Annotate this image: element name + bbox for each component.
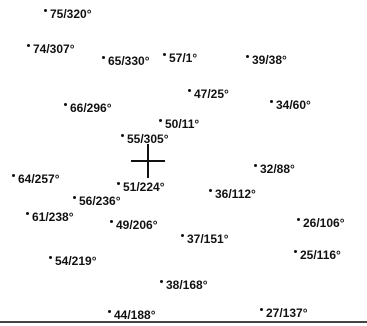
point-label: 66/296° <box>70 101 112 115</box>
point-marker <box>117 182 120 185</box>
point-marker <box>12 174 15 177</box>
point-57-1[interactable]: 57/1° <box>163 51 197 65</box>
point-label: 26/106° <box>303 216 345 230</box>
point-marker <box>254 164 257 167</box>
point-34-60[interactable]: 34/60° <box>270 98 311 112</box>
point-label: 38/168° <box>166 278 208 292</box>
point-66-296[interactable]: 66/296° <box>64 101 112 115</box>
point-65-330[interactable]: 65/330° <box>102 54 150 68</box>
point-51-224[interactable]: 51/224° <box>117 180 165 194</box>
point-27-137[interactable]: 27/137° <box>260 306 308 320</box>
point-label: 64/257° <box>18 172 60 186</box>
point-25-116[interactable]: 25/116° <box>294 248 341 262</box>
bottom-border <box>0 321 367 323</box>
point-74-307[interactable]: 74/307° <box>27 42 75 56</box>
point-marker <box>27 44 30 47</box>
point-61-238[interactable]: 61/238° <box>26 210 74 224</box>
point-label: 57/1° <box>169 51 198 65</box>
point-44-188[interactable]: 44/188° <box>108 308 156 322</box>
point-37-151[interactable]: 37/151° <box>181 232 229 246</box>
point-label: 49/206° <box>116 218 158 232</box>
point-26-106[interactable]: 26/106° <box>297 216 345 230</box>
point-49-206[interactable]: 49/206° <box>110 218 158 232</box>
point-marker <box>110 220 113 223</box>
point-marker <box>181 234 184 237</box>
point-56-236[interactable]: 56/236° <box>73 194 121 208</box>
point-38-168[interactable]: 38/168° <box>160 278 208 292</box>
point-label: 47/25° <box>194 87 229 101</box>
point-47-25[interactable]: 47/25° <box>188 87 229 101</box>
point-marker <box>26 212 29 215</box>
point-64-257[interactable]: 64/257° <box>12 172 60 186</box>
point-marker <box>108 310 111 313</box>
point-55-305[interactable]: 55/305° <box>121 132 169 146</box>
point-marker <box>270 100 273 103</box>
point-label: 51/224° <box>123 180 165 194</box>
point-label: 44/188° <box>114 308 156 322</box>
point-label: 27/137° <box>266 306 308 320</box>
point-label: 32/88° <box>260 162 295 176</box>
point-label: 75/320° <box>50 7 92 21</box>
point-label: 54/219° <box>55 254 97 268</box>
point-marker <box>246 55 249 58</box>
point-39-38[interactable]: 39/38° <box>246 53 287 67</box>
point-marker <box>294 250 297 253</box>
point-marker <box>159 119 162 122</box>
point-marker <box>73 196 76 199</box>
point-label: 55/305° <box>127 132 169 146</box>
point-50-11[interactable]: 50/11° <box>159 117 199 131</box>
point-label: 65/330° <box>108 54 150 68</box>
point-54-219[interactable]: 54/219° <box>49 254 97 268</box>
point-marker <box>44 9 47 12</box>
point-marker <box>209 189 212 192</box>
point-marker <box>64 103 67 106</box>
point-label: 61/238° <box>32 210 74 224</box>
point-32-88[interactable]: 32/88° <box>254 162 295 176</box>
crosshair-cursor-icon <box>131 144 165 178</box>
point-marker <box>163 53 166 56</box>
point-label: 50/11° <box>165 117 200 131</box>
point-label: 34/60° <box>276 98 311 112</box>
point-label: 36/112° <box>215 187 256 201</box>
point-label: 25/116° <box>300 248 341 262</box>
point-marker <box>188 89 191 92</box>
point-marker <box>121 134 124 137</box>
point-36-112[interactable]: 36/112° <box>209 187 256 201</box>
point-75-320[interactable]: 75/320° <box>44 7 92 21</box>
point-label: 37/151° <box>187 232 229 246</box>
point-marker <box>160 280 163 283</box>
point-marker <box>260 308 263 311</box>
point-label: 56/236° <box>79 194 121 208</box>
point-marker <box>49 256 52 259</box>
point-marker <box>102 56 105 59</box>
point-label: 39/38° <box>252 53 287 67</box>
point-label: 74/307° <box>33 42 75 56</box>
point-marker <box>297 218 300 221</box>
